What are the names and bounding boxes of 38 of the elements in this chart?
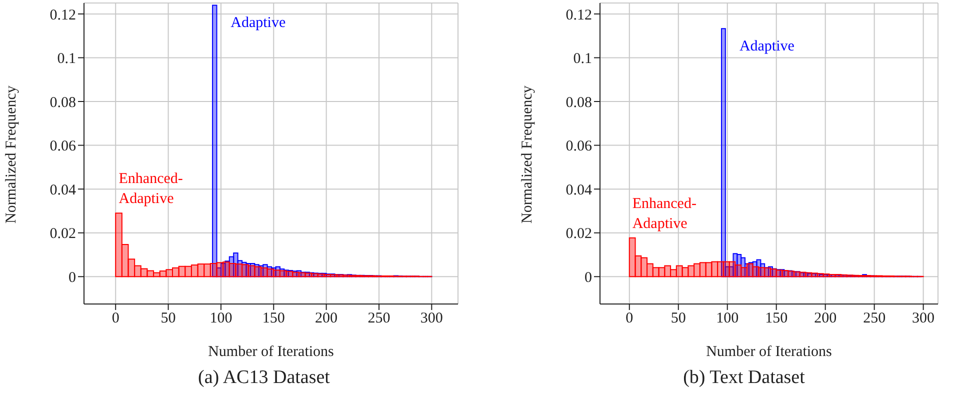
x-tick-label: 150 — [262, 310, 285, 327]
y-tick-label: 0.08 — [566, 94, 592, 111]
x-tick-label: 50 — [160, 310, 176, 327]
series-label: Enhanced-Adaptive — [118, 171, 183, 208]
x-tick-label: 250 — [368, 310, 390, 327]
y-tick-label: 0.04 — [566, 182, 592, 198]
x-tick-label: 300 — [420, 310, 443, 327]
y-tick-label: 0.12 — [50, 7, 76, 24]
series-label: Enhanced-Adaptive — [632, 196, 696, 232]
y-tick-label: 0.04 — [50, 182, 76, 198]
x-tick-label: 150 — [765, 310, 788, 327]
y-tick-label: 0 — [584, 270, 592, 286]
x-tick-label: 0 — [112, 310, 120, 327]
y-axis-title: Normalized Frequency — [519, 85, 536, 224]
y-tick-label: 0.06 — [50, 138, 76, 155]
x-tick-label: 300 — [912, 310, 935, 327]
x-tick-label: 100 — [210, 310, 232, 327]
y-tick-label: 0.1 — [57, 51, 76, 68]
y-tick-label: 0.06 — [566, 138, 592, 155]
y-tick-label: 0.02 — [50, 226, 76, 242]
text: (b) Text Dataset — [682, 367, 806, 389]
x-tick-label: 200 — [814, 310, 837, 327]
x-axis-title: Number of Iterations — [208, 344, 334, 360]
x-tick-label: 100 — [716, 310, 739, 327]
x-tick-label: 200 — [315, 310, 338, 327]
x-tick-label: 0 — [626, 310, 634, 327]
series-label: Adaptive — [739, 38, 795, 55]
y-tick-label: 0 — [68, 270, 76, 286]
x-tick-label: 250 — [863, 310, 886, 327]
y-tick-label: 0.02 — [566, 226, 592, 242]
y-tick-label: 0.12 — [566, 7, 592, 24]
y-tick-label: 0.1 — [573, 51, 592, 68]
y-tick-label: 0.08 — [50, 94, 76, 111]
x-axis-title: Number of Iterations — [706, 344, 832, 360]
y-axis-title: Normalized Frequency — [3, 85, 20, 224]
x-tick-label: 50 — [670, 310, 686, 327]
text: (a) AC13 Dataset — [197, 367, 331, 389]
series-label: Adaptive — [230, 15, 286, 32]
